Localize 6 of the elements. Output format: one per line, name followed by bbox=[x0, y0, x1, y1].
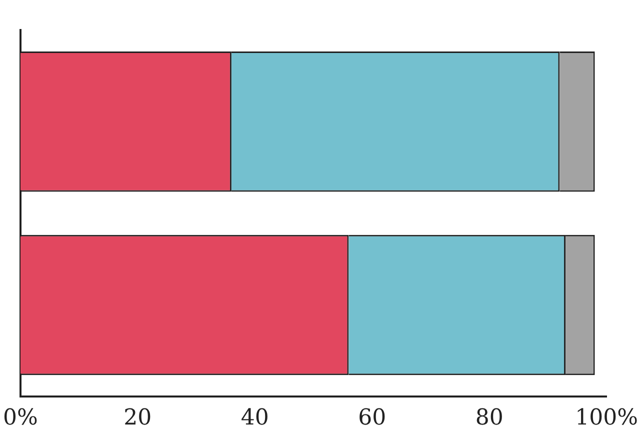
x-tick-label: 100% bbox=[575, 406, 638, 431]
x-tick-label: 80 bbox=[475, 406, 504, 431]
x-tick-label: 20 bbox=[124, 406, 152, 431]
x-tick-label: 0% bbox=[3, 406, 38, 431]
x-tick-label: 40 bbox=[240, 406, 269, 431]
x-tick-label: 60 bbox=[358, 406, 386, 431]
